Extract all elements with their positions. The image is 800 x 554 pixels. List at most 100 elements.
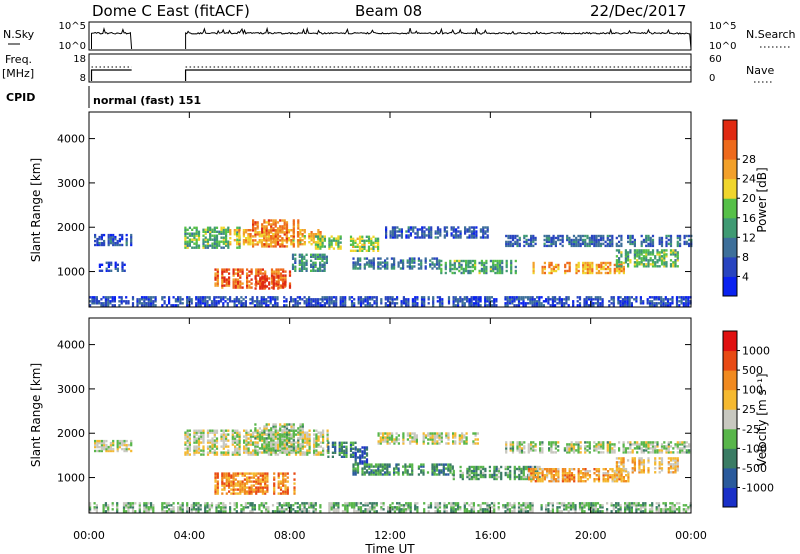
scatter-cell	[498, 267, 502, 271]
scatter-cell	[645, 441, 648, 444]
scatter-cell	[267, 229, 270, 232]
scatter-cell	[533, 300, 536, 303]
scatter-cell	[365, 257, 369, 260]
scatter-cell	[483, 271, 486, 275]
scatter-cell	[627, 447, 630, 450]
scatter-cell	[379, 257, 382, 260]
scatter-cell	[274, 221, 277, 224]
scatter-cell	[609, 267, 612, 271]
scatter-cell	[397, 265, 400, 268]
scatter-cell	[217, 300, 220, 303]
scatter-cell	[414, 300, 417, 303]
scatter-cell	[225, 476, 228, 479]
scatter-cell	[456, 267, 459, 271]
scatter-cell	[94, 439, 97, 443]
scatter-cell	[285, 300, 288, 303]
scatter-cell	[511, 236, 515, 240]
scatter-cell	[679, 451, 682, 454]
scatter-cell	[272, 281, 275, 284]
scatter-cell	[611, 443, 614, 446]
scatter-cell	[618, 244, 621, 248]
scatter-cell	[338, 453, 341, 456]
scatter-cell	[197, 437, 201, 440]
scatter-cell	[270, 451, 273, 454]
scatter-cell	[225, 284, 228, 287]
scatter-cell	[466, 475, 469, 479]
scatter-cell	[396, 226, 399, 229]
scatter-cell	[285, 427, 289, 430]
scatter-cell	[301, 443, 304, 446]
scatter-cell	[89, 296, 92, 299]
scatter-cell	[518, 447, 521, 450]
scatter-cell	[319, 253, 322, 256]
scatter-cell	[238, 433, 241, 436]
scatter-cell	[267, 304, 270, 307]
scatter-cell	[572, 443, 576, 446]
scatter-cell	[184, 443, 187, 446]
scatter-cell	[505, 240, 508, 244]
scatter-cell	[270, 439, 273, 442]
scatter-cell	[488, 298, 491, 301]
scatter-cell	[261, 285, 264, 288]
scatter-cell	[268, 277, 271, 280]
scatter-cell	[586, 244, 589, 248]
scatter-cell	[279, 435, 282, 438]
scatter-cell	[372, 267, 375, 270]
scatter-cell	[331, 445, 334, 448]
scatter-cell	[161, 296, 164, 299]
scatter-cell	[568, 261, 571, 265]
scatter-cell	[627, 251, 630, 254]
scatter-cell	[435, 261, 439, 264]
scatter-cell	[564, 263, 567, 267]
scatter-cell	[195, 240, 198, 243]
colorbar-tick-label: 4	[742, 270, 749, 283]
scatter-cell	[197, 244, 201, 247]
scatter-cell	[209, 449, 212, 452]
scatter-cell	[174, 298, 177, 301]
scatter-cell	[654, 449, 657, 452]
scatter-cell	[332, 237, 335, 240]
scatter-cell	[285, 227, 289, 230]
scatter-cell	[297, 243, 300, 246]
scatter-cell	[352, 249, 355, 252]
scatter-cell	[222, 445, 225, 448]
scatter-cell	[284, 472, 287, 475]
scatter-cell	[647, 244, 650, 248]
scatter-cell	[220, 226, 223, 229]
scatter-cell	[485, 269, 488, 273]
scatter-cell	[407, 228, 410, 231]
scatter-cell	[104, 302, 107, 305]
scatter-cell	[552, 451, 555, 454]
scatter-cell	[131, 304, 135, 307]
scatter-cell	[225, 242, 228, 245]
scatter-cell	[265, 425, 268, 428]
scatter-cell	[186, 300, 189, 303]
scatter-cell	[477, 467, 480, 471]
scatter-cell	[432, 304, 435, 307]
scatter-cell	[312, 298, 315, 301]
scatter-cell	[654, 257, 657, 260]
scatter-cell	[532, 271, 535, 275]
scatter-cell	[270, 219, 273, 222]
scatter-cell	[584, 445, 587, 448]
scatter-cell	[570, 244, 573, 248]
scatter-cell	[435, 463, 439, 466]
scatter-cell	[572, 234, 576, 238]
scatter-cell	[629, 234, 632, 238]
scatter-cell	[270, 245, 273, 248]
scatter-cell	[427, 232, 431, 235]
scatter-cell	[201, 298, 205, 301]
scatter-cell	[191, 232, 194, 235]
freq-tick-top: 18	[73, 54, 86, 65]
scatter-cell	[335, 304, 338, 307]
scatter-cell	[363, 241, 366, 244]
scatter-cell	[509, 447, 512, 450]
scatter-cell	[263, 451, 266, 454]
scatter-cell	[431, 261, 434, 264]
scatter-cell	[225, 238, 228, 241]
scatter-cell	[433, 436, 437, 439]
scatter-cell	[470, 234, 473, 237]
scatter-cell	[523, 244, 526, 248]
scatter-cell	[386, 469, 389, 472]
scatter-cell	[468, 226, 471, 229]
